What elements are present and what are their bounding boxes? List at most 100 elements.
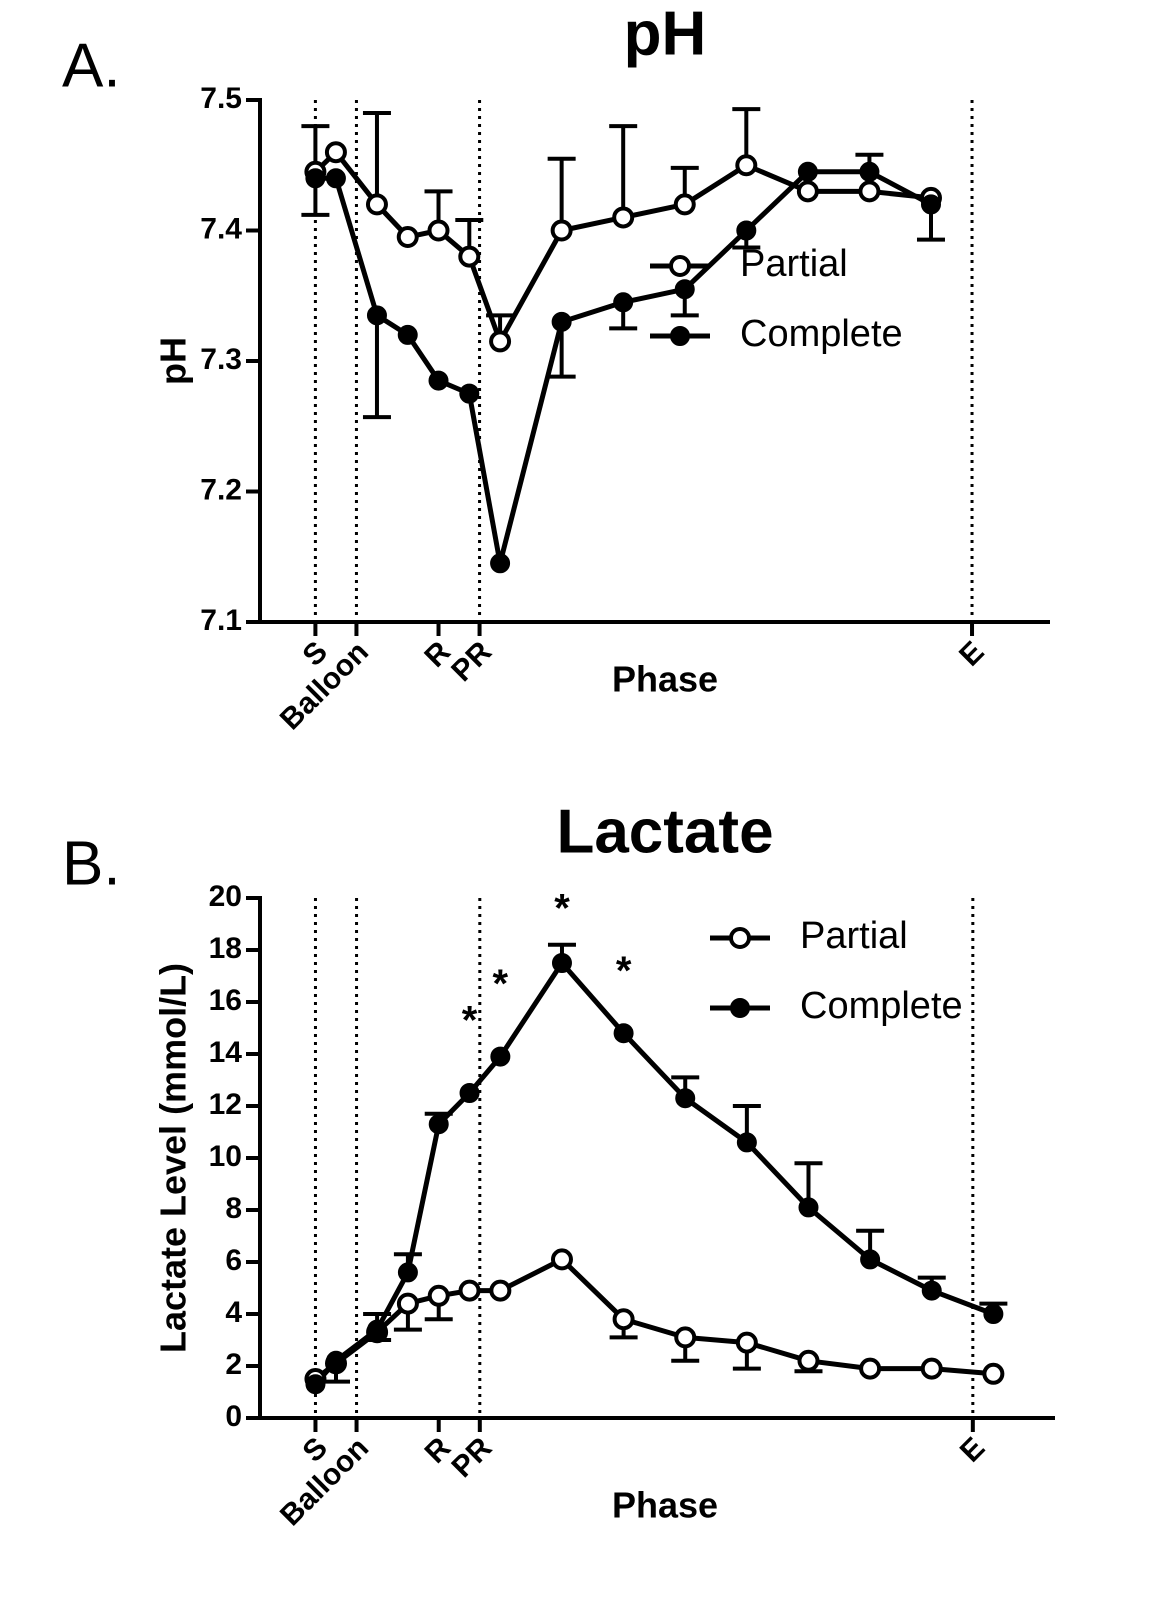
data-point (735, 154, 758, 177)
data-point (674, 279, 695, 300)
y-tick-label: 14 (209, 1036, 243, 1069)
x-axis-label: Phase (612, 1485, 718, 1526)
legend-entry: Complete (650, 313, 903, 355)
data-point (427, 219, 450, 242)
data-point (860, 1249, 881, 1270)
data-point (796, 180, 819, 203)
legend-entry: Partial (650, 243, 848, 285)
data-point (305, 1374, 326, 1395)
data-point (983, 1304, 1004, 1324)
y-tick-label: 8 (225, 1192, 242, 1225)
data-point (458, 1279, 481, 1302)
data-point (367, 1319, 388, 1340)
panel-label: B. (62, 829, 121, 898)
data-point (982, 1362, 1005, 1385)
data-point (736, 220, 757, 241)
data-point (673, 193, 696, 216)
annotation: * (493, 962, 509, 1006)
legend-marker (729, 927, 751, 949)
y-tick-label: 7.3 (200, 343, 242, 376)
y-tick-label: 6 (225, 1244, 242, 1277)
legend-label: Complete (800, 985, 963, 1027)
data-point (427, 1284, 450, 1307)
data-point (550, 1248, 573, 1271)
data-point (859, 161, 880, 182)
data-point (459, 1083, 480, 1103)
y-tick-label: 2 (225, 1348, 242, 1381)
data-point (490, 553, 511, 574)
data-point (396, 226, 419, 249)
legend-marker (669, 255, 691, 277)
legend-label: Partial (800, 915, 908, 957)
y-axis-label: Lactate Level (mmol/L) (153, 963, 194, 1353)
chart-title: pH (624, 0, 707, 68)
panel: B. Lactate Phase Lactate Level (mmol/L) 0 2 4 6… (62, 797, 1055, 1532)
data-point (326, 1350, 347, 1371)
error-bar (362, 111, 391, 205)
data-point (613, 292, 634, 313)
data-point (920, 194, 941, 215)
data-point (674, 1326, 697, 1349)
data-point (490, 1046, 511, 1067)
data-point (613, 1023, 634, 1044)
data-point (458, 245, 481, 268)
data-point (798, 1197, 819, 1218)
annotation: * (616, 949, 632, 993)
data-point (921, 1280, 942, 1301)
data-point (365, 193, 388, 216)
legend-label: Partial (740, 243, 848, 285)
data-point (324, 141, 347, 164)
y-tick-label: 16 (209, 984, 242, 1017)
data-point (428, 370, 449, 391)
data-point (396, 1292, 419, 1315)
error-bar (609, 124, 638, 218)
data-point (920, 1357, 943, 1380)
x-tick-label: PR (445, 635, 498, 688)
data-point (858, 180, 881, 203)
data-point (397, 324, 418, 345)
data-point (675, 1088, 696, 1109)
data-point (428, 1114, 449, 1135)
x-axis-label: Phase (612, 659, 718, 700)
data-point (325, 168, 346, 189)
legend-marker (730, 998, 750, 1018)
y-tick-label: 20 (209, 880, 242, 913)
data-point (489, 330, 512, 353)
y-tick-label: 7.5 (200, 82, 242, 115)
data-point (735, 1331, 758, 1354)
y-tick-label: 7.1 (200, 604, 242, 637)
y-axis-label: pH (153, 337, 194, 385)
data-point (551, 953, 572, 973)
data-point (736, 1132, 757, 1153)
data-point (397, 1262, 418, 1283)
panel-label: A. (62, 31, 121, 100)
data-point (797, 161, 818, 182)
y-tick-label: 7.2 (200, 473, 242, 506)
y-tick-label: 18 (209, 932, 242, 965)
chart-title: Lactate (556, 797, 773, 866)
x-tick-label: E (954, 1431, 991, 1468)
error-bar (547, 156, 576, 231)
error-bar (362, 315, 391, 420)
y-tick-label: 0 (225, 1400, 242, 1433)
series-line (313, 1256, 994, 1381)
data-point (612, 206, 635, 229)
y-tick-label: 7.4 (200, 212, 242, 245)
x-tick-label: PR (446, 1431, 499, 1484)
data-point (305, 168, 326, 189)
x-tick-label: E (953, 635, 990, 672)
data-point (489, 1279, 512, 1302)
legend-entry: Complete (710, 985, 963, 1027)
data-point (859, 1357, 882, 1380)
legend-entry: Partial (710, 915, 908, 957)
data-point (797, 1349, 820, 1372)
annotation: * (462, 998, 478, 1042)
legend-marker (670, 326, 690, 346)
data-point (612, 1308, 635, 1331)
data-point (366, 305, 387, 326)
y-tick-label: 4 (225, 1296, 242, 1329)
data-point (459, 383, 480, 404)
annotation: * (554, 887, 570, 931)
